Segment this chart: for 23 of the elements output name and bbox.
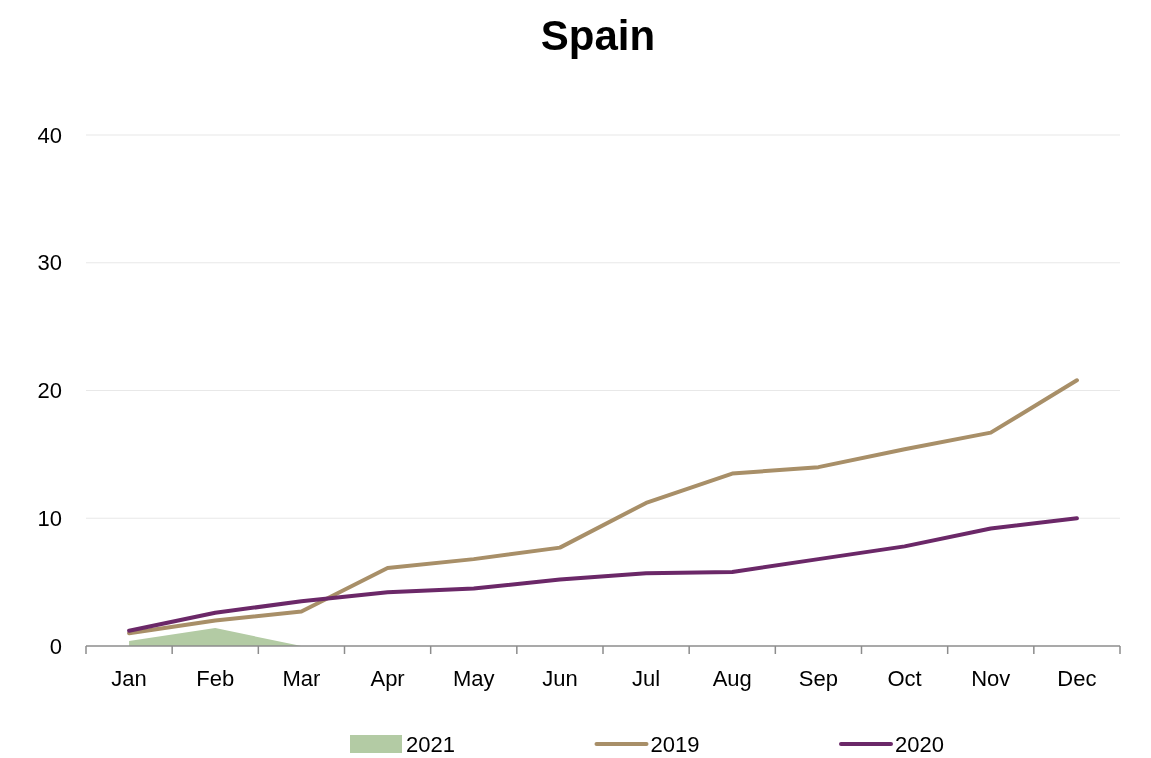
chart-title: Spain (540, 12, 656, 59)
y-tick-label: 20 (37, 378, 62, 404)
x-tick-label: Apr (370, 666, 405, 691)
y-tick-label: 0 (49, 633, 62, 659)
y-tick-label: 10 (37, 505, 62, 531)
x-tick-label: Oct (887, 666, 922, 691)
x-tick-label: Sep (798, 666, 838, 691)
x-tick-label: May (452, 666, 495, 691)
legend-label: 2019 (650, 731, 700, 757)
x-tick-label: Feb (196, 666, 235, 691)
x-tick-label: Nov (971, 666, 1011, 691)
x-tick-label: Dec (1057, 666, 1097, 691)
x-tick-label: Jul (632, 666, 661, 691)
x-tick-label: Jan (111, 666, 147, 691)
x-tick-label: Jun (542, 666, 578, 691)
line-series (127, 516, 1079, 633)
x-tick-label: Aug (712, 666, 752, 691)
line-series (127, 378, 1079, 636)
y-tick-label: 40 (37, 122, 62, 148)
y-tick-label: 30 (37, 250, 62, 276)
legend-label: 2021 (406, 731, 455, 757)
x-tick-label: Mar (282, 666, 321, 691)
legend-label: 2020 (895, 731, 944, 757)
